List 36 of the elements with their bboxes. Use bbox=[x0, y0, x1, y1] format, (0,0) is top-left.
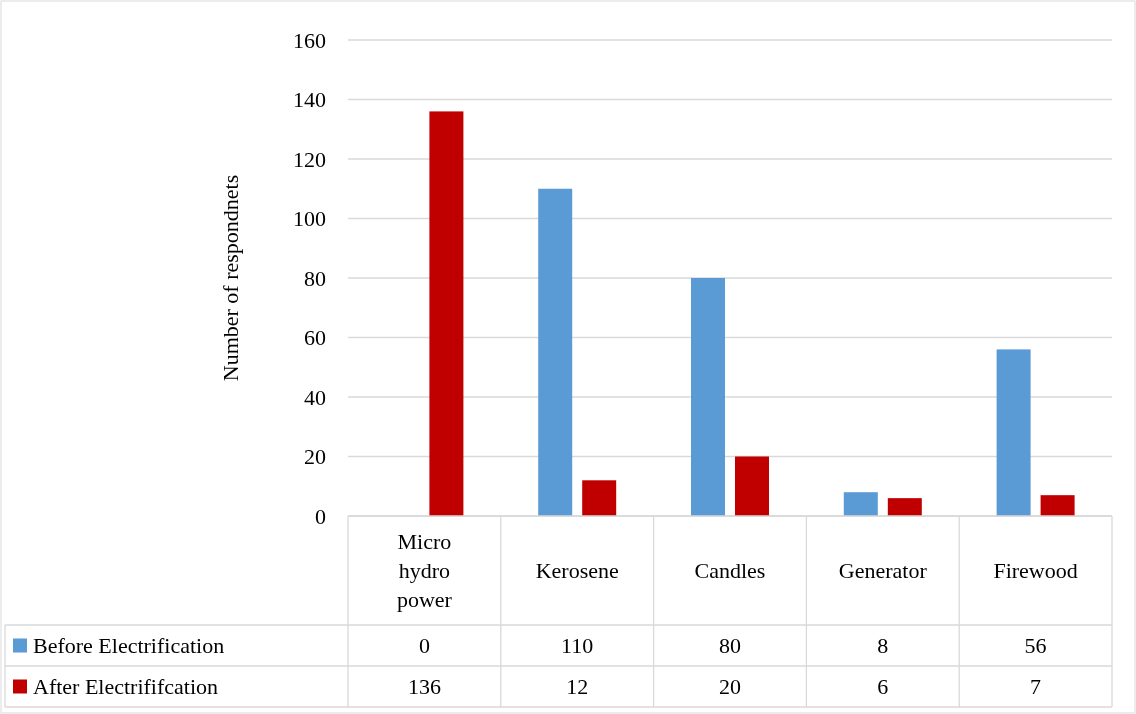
data-label: 7 bbox=[1030, 674, 1042, 700]
x-tick-label: Kerosene bbox=[535, 558, 619, 584]
bar bbox=[996, 349, 1031, 516]
data-label: 80 bbox=[719, 633, 741, 659]
x-tick-label: Firewood bbox=[993, 558, 1078, 584]
y-tick-label: 80 bbox=[304, 265, 326, 291]
x-tick-label: Candles bbox=[694, 558, 766, 584]
bar bbox=[429, 111, 464, 516]
legend-label: Before Electrification bbox=[33, 633, 225, 659]
legend-label: After Electrififcation bbox=[33, 674, 219, 700]
bar bbox=[887, 498, 922, 516]
data-label: 0 bbox=[418, 633, 430, 659]
data-label: 12 bbox=[566, 674, 589, 700]
y-axis-title: Number of respondnets bbox=[218, 174, 243, 382]
bar bbox=[582, 480, 617, 516]
data-label: 56 bbox=[1024, 633, 1047, 659]
x-tick-label: Generator bbox=[838, 558, 928, 584]
bar bbox=[538, 188, 573, 516]
data-label: 20 bbox=[719, 674, 741, 700]
y-tick-label: 160 bbox=[293, 27, 326, 53]
y-tick-label: 60 bbox=[304, 325, 326, 351]
data-label: 8 bbox=[877, 633, 889, 659]
y-tick-label: 40 bbox=[304, 384, 326, 410]
bar bbox=[691, 278, 725, 516]
data-label: 110 bbox=[561, 633, 594, 659]
bar bbox=[843, 492, 878, 516]
bar bbox=[735, 456, 769, 516]
bar bbox=[1040, 495, 1075, 516]
y-tick-label: 100 bbox=[293, 206, 326, 232]
data-label: 6 bbox=[877, 674, 889, 700]
y-tick-label: 20 bbox=[304, 444, 326, 470]
x-tick-label: Micro hydro power bbox=[396, 529, 453, 613]
y-tick-label: 120 bbox=[293, 146, 326, 172]
data-label: 136 bbox=[407, 674, 441, 700]
y-tick-label: 0 bbox=[315, 503, 326, 529]
y-tick-label: 140 bbox=[293, 87, 326, 113]
